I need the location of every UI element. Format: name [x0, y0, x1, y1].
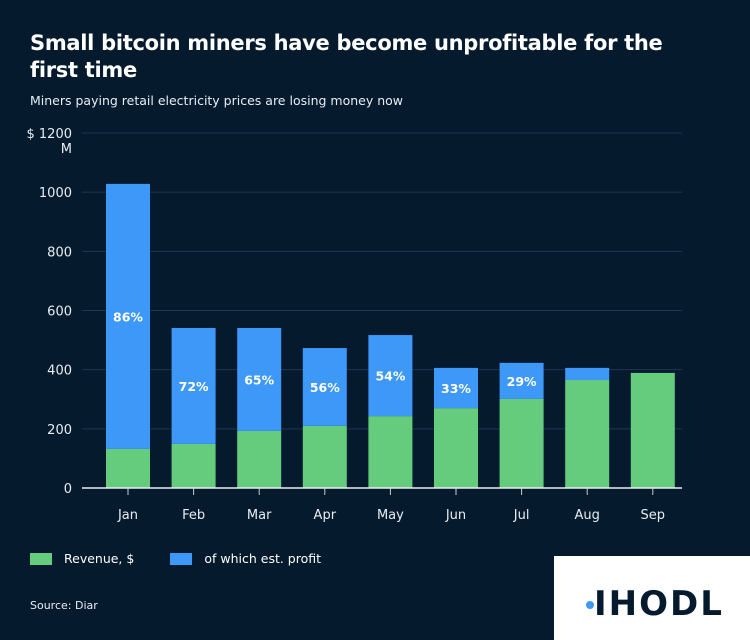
bar-revenue: [434, 408, 478, 488]
x-tick-label: Jun: [445, 508, 466, 523]
bar-label: 72%: [179, 379, 209, 394]
y-tick-label: 400: [47, 364, 72, 379]
legend: Revenue, $ of which est. profit: [30, 551, 321, 566]
bar-profit: [368, 335, 413, 417]
legend-swatch-profit: [170, 552, 193, 565]
x-tick-label: Feb: [182, 508, 205, 523]
bar-label: 86%: [113, 309, 143, 324]
bar-profit: [565, 367, 610, 381]
bar-profit: [106, 183, 150, 449]
chart-title: Small bitcoin miners have become unprofi…: [30, 31, 663, 82]
y-tick-label: 1000: [39, 186, 72, 201]
bar-revenue: [368, 416, 413, 488]
y-tick-label: $ 1200: [27, 127, 73, 142]
bar-profit: [434, 367, 478, 409]
x-tick-label: May: [377, 508, 404, 523]
x-tick-label: Jan: [117, 508, 138, 523]
chart-subtitle: Miners paying retail electricity prices …: [30, 93, 404, 108]
x-tick-label: Jul: [513, 508, 530, 523]
bar-label: 29%: [507, 374, 537, 389]
y-tick-label: 600: [47, 305, 72, 320]
y-tick-label: 0: [64, 482, 72, 497]
bar-revenue: [237, 430, 282, 488]
bar-profit: [237, 327, 282, 431]
bar-label: 54%: [375, 369, 405, 384]
logo-dot-icon: [586, 601, 594, 609]
legend-label-profit: of which est. profit: [204, 551, 322, 566]
x-tick-label: Apr: [314, 508, 337, 523]
x-tick-label: Sep: [641, 508, 666, 523]
bar-revenue: [565, 380, 610, 488]
x-tick-label: Mar: [247, 508, 272, 523]
ihodl-logo: IHODL: [554, 556, 750, 640]
bar-profit: [171, 327, 216, 444]
legend-label-revenue: Revenue, $: [64, 551, 135, 566]
bar-revenue: [106, 448, 150, 488]
bar-label: 65%: [244, 372, 274, 387]
bar-revenue: [171, 443, 216, 488]
bar-revenue: [630, 372, 675, 488]
y-tick-label: 200: [47, 423, 72, 438]
y-unit-label: M: [61, 142, 72, 157]
source-note: Source: Diar: [30, 599, 98, 612]
legend-swatch-revenue: [30, 552, 52, 565]
bar-profit: [499, 362, 544, 399]
bar-profit: [302, 348, 347, 426]
x-tick-label: Aug: [575, 508, 600, 523]
bar-revenue: [302, 425, 347, 488]
bar-revenue: [499, 398, 544, 488]
bar-label: 56%: [310, 380, 340, 395]
y-tick-label: 800: [47, 245, 72, 260]
bar-label: 33%: [441, 381, 471, 396]
